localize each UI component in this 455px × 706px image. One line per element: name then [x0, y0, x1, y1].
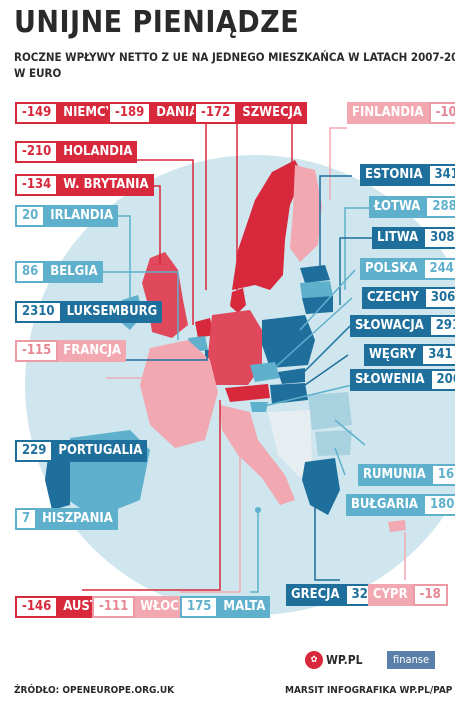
- subtitle: ROCZNE WPŁYWY NETTO Z UE NA JEDNEGO MIES…: [14, 50, 455, 64]
- finanse-logo: finanse: [387, 651, 436, 669]
- leader-line-czechy: [269, 297, 353, 373]
- italy-shape: [220, 405, 295, 505]
- label-holandia: -210 HOLANDIA: [15, 141, 138, 163]
- label-niemcy: -149 NIEMCY: [15, 102, 120, 124]
- slovenia-shape: [250, 402, 268, 412]
- leader-line-estonia: [319, 175, 352, 270]
- label-wegry: WĘGRY 341: [364, 344, 455, 366]
- leader-line-belgia: [82, 271, 179, 340]
- leader-line-slowacja: [299, 325, 351, 377]
- lithuania-shape: [302, 296, 333, 314]
- label-lotwa: ŁOTWA 288: [369, 196, 455, 218]
- leader-line-lotwa: [344, 207, 375, 290]
- label-rumunia: RUMUNIA166: [358, 464, 455, 486]
- label-dania: -189 DANIA: [108, 102, 204, 124]
- label-wbrytania: -134 W. BRYTANIA: [15, 174, 154, 196]
- label-polska: POLSKA 244: [360, 258, 455, 280]
- leader-line-bulgaria: [334, 447, 346, 476]
- leader-line-malta: [250, 512, 259, 593]
- leader-line-luksemburg: [124, 354, 208, 361]
- label-slowacja: SŁOWACJA291: [350, 315, 455, 337]
- leader-line-litwa: [339, 237, 375, 305]
- label-litwa: LITWA 308: [372, 227, 455, 249]
- denmark-shape: [230, 288, 246, 313]
- greece-shape: [302, 458, 340, 515]
- cyprus-shape: [388, 520, 406, 532]
- label-hiszpania: 7 HISZPANIA: [15, 508, 118, 530]
- finland-shape: [290, 165, 322, 262]
- label-malta: 175 MALTA: [180, 596, 271, 618]
- leader-line-polska: [299, 269, 356, 331]
- bulgaria-shape: [315, 430, 352, 456]
- label-bulgaria: BUŁGARIA 180: [346, 494, 455, 516]
- wp-logo-text: WP.PL: [326, 653, 363, 667]
- wp-logo-icon: ✿: [305, 651, 323, 669]
- label-szwecja: -172 SZWECJA: [194, 102, 308, 124]
- leader-line-wegry: [294, 354, 349, 393]
- leader-line-austria: [82, 400, 221, 591]
- page-title: UNIJNE PIENIĄDZE: [14, 5, 300, 40]
- leader-line-wlochy: [180, 440, 241, 593]
- credit-text: MARSIT INFOGRAFIKA WP.PL/PAP: [285, 685, 453, 696]
- label-grecja: GRECJA 320: [286, 584, 384, 606]
- estonia-shape: [300, 265, 330, 283]
- slovakia-shape: [278, 368, 305, 384]
- sweden-norway-shape: [232, 160, 303, 290]
- leader-line-slowenia: [259, 384, 353, 408]
- france-shape: [140, 340, 218, 448]
- balkans-shape: [268, 410, 312, 478]
- subtitle-unit: W EURO: [14, 66, 62, 80]
- label-irlandia: 20 IRLANDIA: [15, 205, 119, 227]
- label-luksemburg: 2310 LUKSEMBURG: [15, 301, 163, 323]
- label-czechy: CZECHY 306: [362, 287, 455, 309]
- romania-shape: [308, 392, 352, 430]
- source-text: ŹRÓDŁO: OPENEUROPE.ORG.UK: [14, 685, 175, 696]
- austria-shape: [225, 384, 270, 402]
- label-slowenia: SŁOWENIA206: [350, 369, 455, 391]
- label-belgia: 86 BELGIA: [15, 261, 103, 283]
- hungary-shape: [270, 383, 308, 404]
- label-cypr: CYPR -18: [368, 584, 448, 606]
- label-portugalia: 229 PORTUGALIA: [15, 440, 148, 462]
- label-francja: -115 FRANCJA: [15, 340, 127, 362]
- label-finlandia: FINLANDIA-100: [347, 102, 455, 124]
- leader-line-holandia: [120, 159, 194, 325]
- leader-line-grecja: [314, 505, 340, 581]
- malta-shape: [255, 507, 261, 513]
- leader-line-rumunia: [334, 419, 366, 446]
- germany-shape: [208, 310, 262, 385]
- label-estonia: ESTONIA 341: [360, 164, 455, 186]
- wp-logo: ✿ WP.PL: [305, 651, 363, 669]
- netherlands-shape: [195, 318, 214, 338]
- latvia-shape: [300, 281, 333, 298]
- czech-shape: [250, 362, 280, 382]
